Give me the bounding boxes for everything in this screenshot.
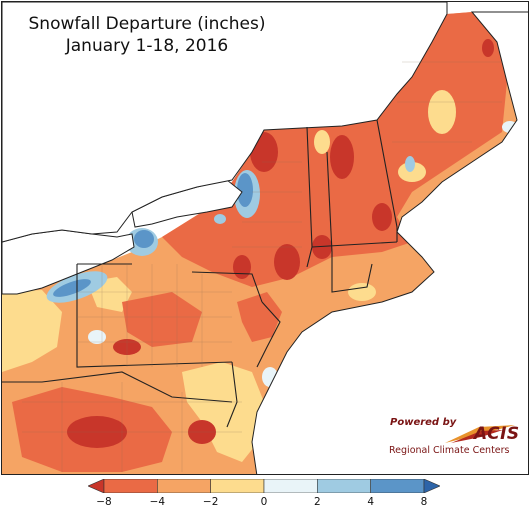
region-yellow-south: [182, 362, 264, 462]
legend-bin: [263, 479, 318, 493]
logo-subtitle: Regional Climate Centers: [389, 445, 510, 456]
legend-tick-label: −2: [202, 496, 219, 508]
atlantic-ocean: [251, 11, 528, 474]
region-red-nj: [237, 292, 282, 342]
region-yellow-west: [2, 290, 62, 372]
legend-tick-label: −8: [96, 496, 112, 508]
legend-bin: [103, 479, 158, 493]
legend-bin: [370, 479, 425, 493]
legend-tick-label: 2: [313, 496, 321, 508]
canada-area: [2, 2, 448, 243]
legend-tick-label: 0: [260, 496, 268, 508]
region-red-pa: [122, 292, 202, 347]
legend-bin-high-arrow: [423, 479, 440, 493]
legend-bin: [317, 479, 371, 493]
map-canvas: [2, 2, 528, 474]
legend-tick-label: 8: [420, 496, 428, 508]
legend-bin: [157, 479, 211, 493]
legend-tick-label: −4: [149, 496, 166, 508]
snowfall-departure-map: Snowfall Departure (inches) January 1-18…: [1, 1, 529, 475]
color-legend: [88, 479, 440, 493]
swoosh-icon: [445, 425, 515, 443]
legend-bin-low-arrow: [88, 479, 105, 493]
logo-powered-by: Powered by: [390, 417, 457, 428]
state-boundaries: [2, 119, 398, 428]
acis-logo: Powered by ACIS Regional Climate Centers: [387, 417, 520, 459]
yellow-patches: [314, 90, 456, 301]
county-lines: [22, 61, 502, 472]
legend-tick-label: 4: [367, 496, 374, 508]
legend-bin: [210, 479, 265, 493]
map-subtitle: January 1-18, 2016: [65, 36, 229, 56]
logo-brand: ACIS: [474, 424, 520, 444]
map-title: Snowfall Departure (inches): [28, 14, 266, 34]
